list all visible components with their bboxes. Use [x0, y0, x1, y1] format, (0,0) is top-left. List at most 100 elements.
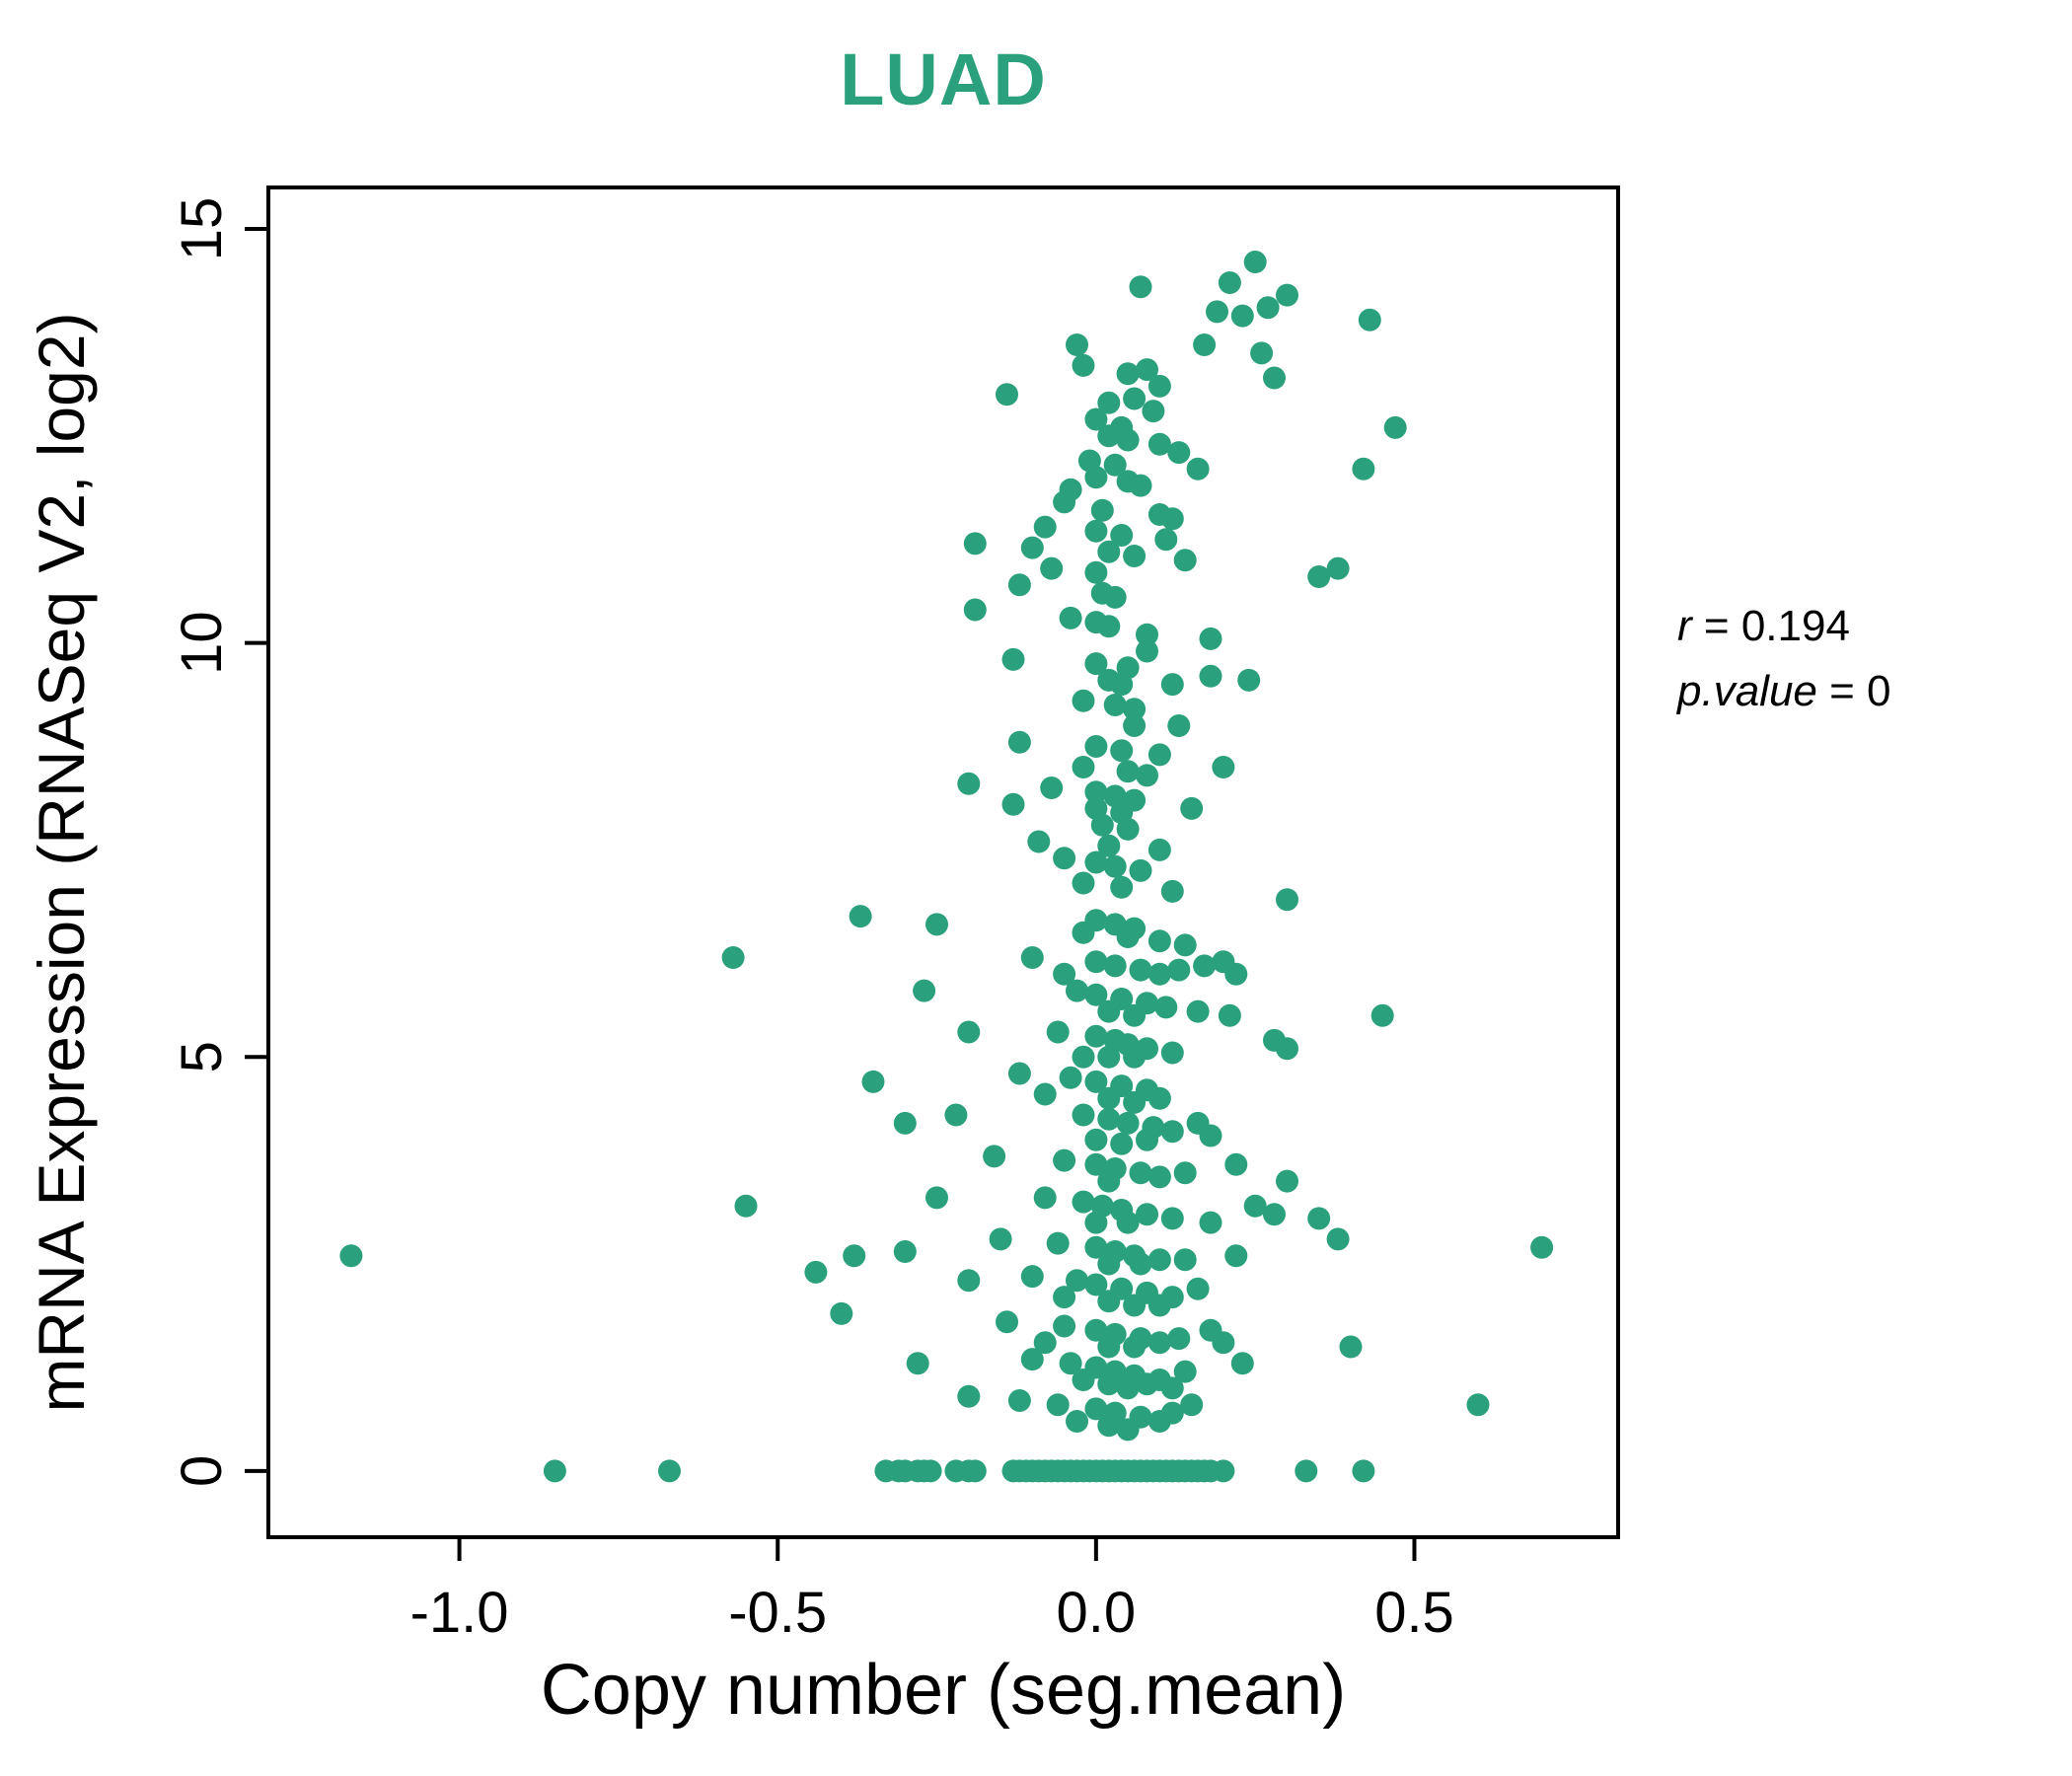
data-point [1097, 424, 1121, 448]
data-point [1116, 1211, 1140, 1234]
data-point [1097, 1169, 1121, 1193]
data-point [1097, 391, 1121, 414]
data-point [1072, 689, 1095, 712]
data-point [849, 905, 872, 928]
data-point [1123, 698, 1147, 721]
data-point [1084, 1397, 1108, 1421]
data-point [1123, 1045, 1147, 1069]
data-point [1160, 879, 1184, 903]
data-point [1072, 1369, 1095, 1391]
data-point [721, 946, 745, 969]
data-point [1072, 1103, 1095, 1127]
data-point [1084, 735, 1108, 758]
data-point [1167, 1327, 1191, 1351]
data-point [1173, 549, 1197, 572]
data-point [1326, 556, 1350, 580]
data-point [1147, 1331, 1171, 1355]
data-point [734, 1194, 758, 1218]
stats-annotation: r = 0.194 p.value = 0 [1677, 594, 1891, 724]
data-point [1212, 756, 1235, 778]
data-point [1276, 1037, 1298, 1061]
data-point [1116, 1376, 1140, 1400]
data-point [1084, 983, 1108, 1006]
data-point [1097, 1107, 1121, 1131]
data-point [1046, 1393, 1070, 1417]
data-point [1084, 1024, 1108, 1048]
data-point [1129, 275, 1152, 299]
data-point [1154, 528, 1178, 552]
data-point [1167, 958, 1191, 982]
data-point [957, 1020, 981, 1044]
data-point [913, 979, 936, 1002]
data-point [543, 1459, 566, 1483]
data-point [1136, 1128, 1158, 1151]
data-point [1142, 400, 1165, 423]
data-point [1129, 474, 1152, 497]
data-point [1033, 515, 1057, 539]
data-point [1110, 739, 1134, 763]
data-point [1097, 1252, 1121, 1276]
data-point [1383, 415, 1407, 439]
data-point [1059, 1352, 1082, 1375]
data-point [1167, 714, 1191, 737]
data-point [983, 1145, 1006, 1168]
data-point [1123, 545, 1147, 567]
data-point [1147, 432, 1171, 456]
data-point [1084, 1152, 1108, 1176]
y-tick-label: 15 [170, 197, 234, 261]
correlation-value: 0.194 [1740, 602, 1850, 650]
data-point [925, 913, 948, 936]
data-point [1046, 1231, 1070, 1255]
data-point [1066, 1269, 1088, 1293]
data-point [1218, 271, 1241, 294]
data-point [658, 1459, 681, 1483]
data-point [1123, 1294, 1147, 1317]
data-point [1129, 1252, 1152, 1276]
plot-border [266, 185, 1620, 1539]
data-point [1116, 1111, 1140, 1135]
data-point [1097, 540, 1121, 563]
data-point [1276, 283, 1298, 307]
data-point [1001, 647, 1025, 671]
data-point [1199, 664, 1222, 688]
data-point [1116, 1418, 1140, 1442]
data-point [1199, 627, 1222, 650]
data-point [1007, 730, 1031, 754]
data-point [1084, 851, 1108, 874]
data-point [1186, 1277, 1210, 1300]
data-point [1084, 652, 1108, 676]
data-point [1237, 668, 1261, 692]
data-point [1147, 1086, 1171, 1110]
data-point [1072, 1045, 1095, 1069]
x-axis-label: Copy number (seg.mean) [540, 1651, 1347, 1730]
data-point [1097, 1045, 1121, 1069]
data-point [963, 532, 987, 555]
data-point [1072, 921, 1095, 944]
data-point [1250, 341, 1274, 365]
data-point [1243, 1194, 1267, 1218]
data-point [1007, 1062, 1031, 1085]
data-point [1199, 1211, 1222, 1234]
data-point [1129, 958, 1152, 982]
data-point [1307, 1207, 1331, 1230]
data-point [919, 1459, 942, 1483]
correlation-equals: = [1691, 602, 1741, 650]
data-point [1020, 1348, 1044, 1371]
data-point [1084, 780, 1108, 804]
data-point [1116, 428, 1140, 452]
data-point [1007, 1389, 1031, 1412]
data-point [1173, 1360, 1197, 1383]
data-point [1103, 585, 1127, 609]
data-point [989, 1227, 1012, 1251]
data-point [1160, 1401, 1184, 1425]
data-point [1147, 374, 1171, 398]
data-point [1116, 925, 1140, 948]
data-point [830, 1301, 853, 1325]
data-point [1053, 847, 1076, 870]
data-point [861, 1070, 885, 1093]
data-point [1136, 623, 1158, 646]
data-point [1046, 1020, 1070, 1044]
data-point [1066, 333, 1088, 356]
data-point [1193, 954, 1217, 978]
